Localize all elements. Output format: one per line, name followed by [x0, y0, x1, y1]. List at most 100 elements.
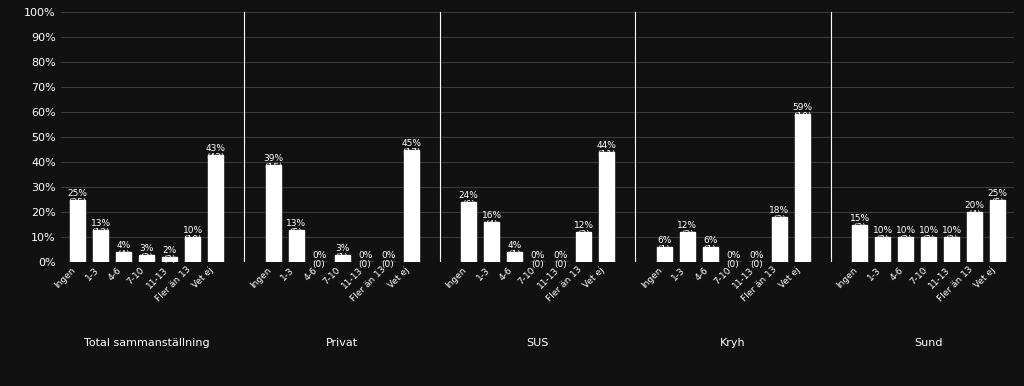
Bar — [70, 200, 85, 262]
Text: 0%: 0% — [358, 251, 373, 261]
Text: (5): (5) — [290, 228, 302, 237]
Bar — [968, 212, 982, 262]
Bar — [461, 202, 476, 262]
Text: (1): (1) — [336, 253, 348, 262]
Text: 24%: 24% — [459, 191, 478, 200]
Text: (6): (6) — [462, 200, 475, 209]
Bar — [335, 255, 349, 262]
Text: 10%: 10% — [872, 226, 893, 235]
Text: 25%: 25% — [68, 189, 87, 198]
Text: (2): (2) — [877, 235, 889, 244]
Text: 4%: 4% — [117, 241, 131, 251]
Bar — [795, 114, 810, 262]
Text: (2): (2) — [945, 235, 958, 244]
Text: (3): (3) — [853, 223, 866, 232]
Text: 4%: 4% — [508, 241, 521, 251]
Text: 10%: 10% — [942, 226, 962, 235]
Text: 6%: 6% — [702, 236, 717, 245]
Text: 12%: 12% — [573, 221, 594, 230]
Text: (2): (2) — [899, 235, 912, 244]
Bar — [656, 247, 672, 262]
Bar — [403, 149, 419, 262]
Text: (3): (3) — [578, 230, 590, 239]
Text: 3%: 3% — [335, 244, 349, 253]
Bar — [577, 232, 591, 262]
Text: (0): (0) — [312, 261, 326, 269]
Text: (10): (10) — [183, 235, 202, 244]
Bar — [162, 257, 177, 262]
Text: 43%: 43% — [206, 144, 225, 152]
Text: (0): (0) — [554, 261, 567, 269]
Text: (4): (4) — [117, 251, 130, 259]
Bar — [208, 154, 223, 262]
Text: 44%: 44% — [597, 141, 616, 150]
Text: (2): (2) — [923, 235, 935, 244]
Text: (17): (17) — [401, 147, 420, 157]
Bar — [680, 232, 694, 262]
Bar — [772, 217, 786, 262]
Bar — [702, 247, 718, 262]
Text: (10): (10) — [793, 112, 811, 122]
Text: (15): (15) — [264, 163, 283, 172]
Text: (13): (13) — [91, 228, 110, 237]
Bar — [484, 222, 499, 262]
Text: (5): (5) — [991, 198, 1005, 207]
Text: 15%: 15% — [850, 214, 869, 223]
Text: (4): (4) — [969, 210, 981, 219]
Bar — [139, 255, 154, 262]
Bar — [93, 230, 108, 262]
Text: 12%: 12% — [677, 221, 697, 230]
Text: 0%: 0% — [726, 251, 740, 261]
Text: 16%: 16% — [481, 211, 502, 220]
Text: 2%: 2% — [163, 246, 177, 256]
Text: SUS: SUS — [526, 338, 549, 348]
Text: 3%: 3% — [139, 244, 154, 253]
Bar — [898, 237, 913, 262]
Text: Privat: Privat — [326, 338, 358, 348]
Text: (0): (0) — [531, 261, 544, 269]
Bar — [265, 164, 281, 262]
Text: (43): (43) — [207, 152, 224, 162]
Text: 39%: 39% — [263, 154, 283, 163]
Text: 10%: 10% — [182, 226, 203, 235]
Text: (0): (0) — [358, 261, 372, 269]
Text: Sund: Sund — [914, 338, 943, 348]
Text: 0%: 0% — [312, 251, 327, 261]
Text: 0%: 0% — [530, 251, 545, 261]
Text: (3): (3) — [140, 253, 153, 262]
Bar — [185, 237, 200, 262]
Text: (0): (0) — [750, 261, 763, 269]
Text: (1): (1) — [657, 245, 671, 254]
Text: 20%: 20% — [965, 201, 985, 210]
Bar — [507, 252, 522, 262]
Bar — [599, 152, 614, 262]
Text: 25%: 25% — [988, 189, 1008, 198]
Text: 6%: 6% — [657, 236, 672, 245]
Text: (2): (2) — [681, 230, 693, 239]
Bar — [876, 237, 890, 262]
Text: (3): (3) — [773, 215, 785, 224]
Text: Kryh: Kryh — [720, 338, 745, 348]
Text: (2): (2) — [163, 256, 176, 264]
Text: 10%: 10% — [896, 226, 915, 235]
Text: 13%: 13% — [90, 219, 111, 228]
Text: 45%: 45% — [401, 139, 421, 147]
Bar — [944, 237, 959, 262]
Text: 13%: 13% — [286, 219, 306, 228]
Text: (1): (1) — [703, 245, 717, 254]
Text: (4): (4) — [485, 220, 498, 229]
Text: (0): (0) — [727, 261, 739, 269]
Bar — [990, 200, 1006, 262]
Text: 0%: 0% — [749, 251, 763, 261]
Text: (11): (11) — [597, 150, 615, 159]
Bar — [852, 225, 867, 262]
Text: 0%: 0% — [381, 251, 395, 261]
Text: 0%: 0% — [553, 251, 567, 261]
Text: 10%: 10% — [919, 226, 939, 235]
Bar — [116, 252, 131, 262]
Text: Total sammanställning: Total sammanställning — [84, 338, 209, 348]
Text: 59%: 59% — [793, 103, 812, 112]
Text: (1): (1) — [508, 251, 521, 259]
Bar — [289, 230, 303, 262]
Text: 18%: 18% — [769, 206, 790, 215]
